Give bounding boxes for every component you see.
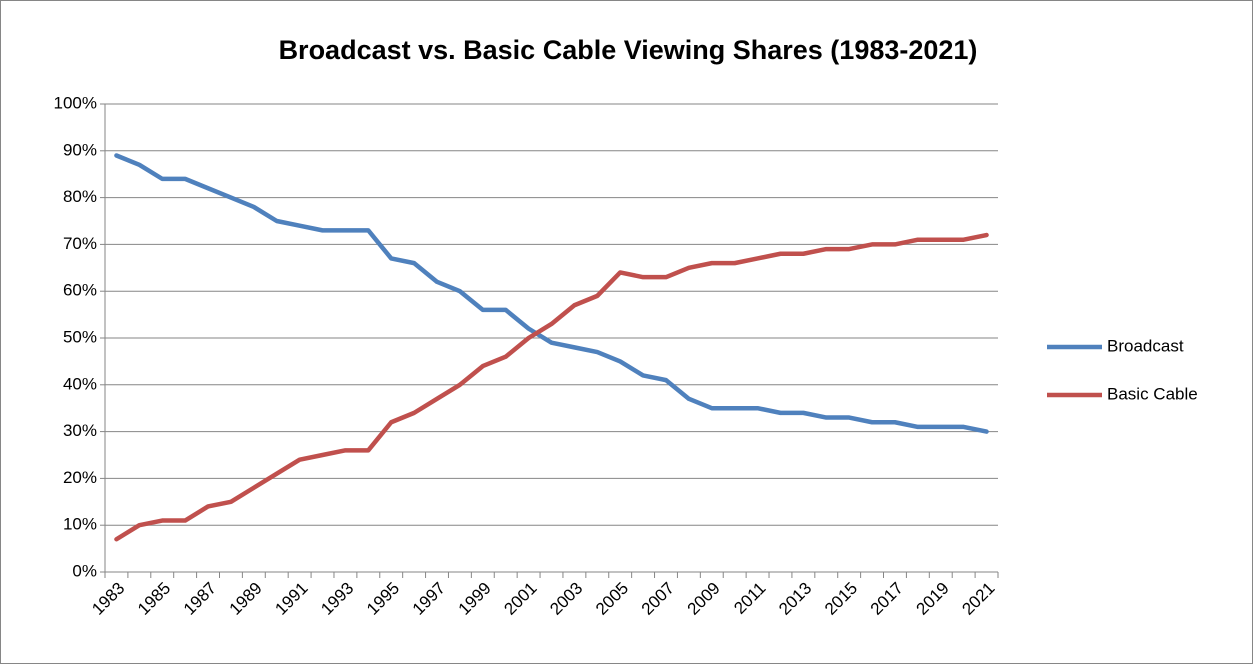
y-tick-label: 100% [54,93,97,112]
y-tick-label: 60% [63,281,97,300]
y-tick-label: 20% [63,468,97,487]
y-tick-label: 30% [63,421,97,440]
legend-label: Basic Cable [1107,384,1198,403]
y-tick-label: 80% [63,187,97,206]
y-tick-label: 70% [63,234,97,253]
y-tick-label: 90% [63,140,97,159]
legend-label: Broadcast [1107,336,1184,355]
y-tick-label: 0% [72,561,97,580]
series-line [114,153,989,434]
series-line [114,232,989,542]
y-tick-label: 40% [63,374,97,393]
chart-title: Broadcast vs. Basic Cable Viewing Shares… [279,35,978,65]
y-tick-label: 10% [63,515,97,534]
y-tick-label: 50% [63,327,97,346]
